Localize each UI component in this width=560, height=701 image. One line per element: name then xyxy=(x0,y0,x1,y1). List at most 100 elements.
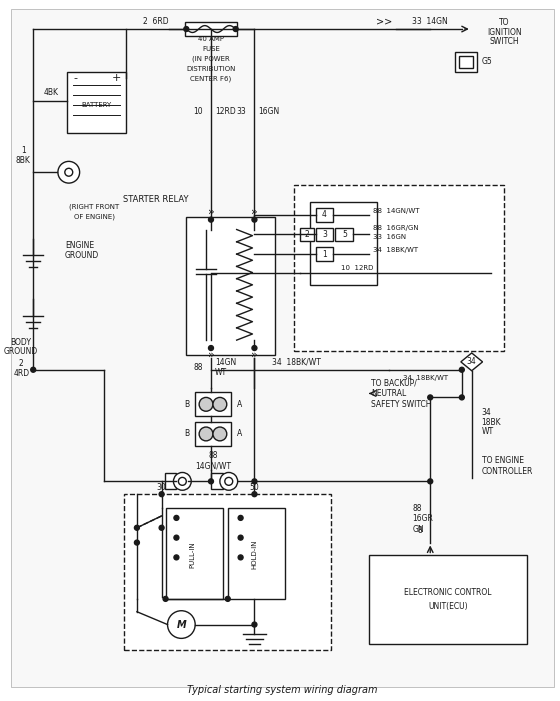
Text: 34  18BK/WT: 34 18BK/WT xyxy=(403,374,448,381)
Bar xyxy=(455,52,477,72)
Text: 5: 5 xyxy=(342,230,347,239)
Circle shape xyxy=(58,161,80,183)
Circle shape xyxy=(233,27,238,32)
Bar xyxy=(316,228,333,241)
Text: 18BK: 18BK xyxy=(482,418,501,427)
Text: 34  18BK/WT: 34 18BK/WT xyxy=(273,358,321,367)
Text: 2: 2 xyxy=(19,360,24,368)
Circle shape xyxy=(252,479,257,484)
Circle shape xyxy=(208,479,213,484)
Text: 50: 50 xyxy=(250,483,259,492)
Text: WT: WT xyxy=(215,368,227,377)
Text: A: A xyxy=(237,400,242,409)
Circle shape xyxy=(252,622,257,627)
Bar xyxy=(310,202,377,285)
Text: 10: 10 xyxy=(193,107,203,116)
Text: (IN POWER: (IN POWER xyxy=(192,55,230,62)
Text: +: + xyxy=(111,74,121,83)
Text: UNIT(ECU): UNIT(ECU) xyxy=(428,602,468,611)
Circle shape xyxy=(31,367,36,372)
Text: »: » xyxy=(208,207,214,217)
Text: 12RD: 12RD xyxy=(215,107,236,116)
Circle shape xyxy=(184,27,189,32)
Text: WT: WT xyxy=(482,428,494,437)
Bar xyxy=(300,228,314,241)
Text: 33  14GN: 33 14GN xyxy=(412,17,448,26)
Text: 88: 88 xyxy=(194,363,203,372)
Bar xyxy=(166,508,223,599)
Circle shape xyxy=(134,525,139,530)
Text: 16GR: 16GR xyxy=(413,515,433,524)
Bar xyxy=(459,55,473,67)
Text: GROUND: GROUND xyxy=(65,251,99,259)
Text: SAFETY SWITCH: SAFETY SWITCH xyxy=(371,400,431,409)
Text: 88  16GR/GN: 88 16GR/GN xyxy=(373,224,418,231)
Text: 2: 2 xyxy=(305,230,309,239)
Text: OF ENGINE): OF ENGINE) xyxy=(74,213,115,220)
Bar xyxy=(369,555,527,644)
Text: 2  6RD: 2 6RD xyxy=(143,17,169,26)
Bar xyxy=(195,422,231,446)
Text: HOLD-IN: HOLD-IN xyxy=(251,540,258,569)
Circle shape xyxy=(174,555,179,560)
Text: GROUND: GROUND xyxy=(3,348,38,357)
Text: 34  18BK/WT: 34 18BK/WT xyxy=(373,247,418,253)
Bar xyxy=(165,473,176,489)
Text: 8: 8 xyxy=(418,526,422,536)
Circle shape xyxy=(199,427,213,441)
Circle shape xyxy=(159,491,164,497)
Text: 4BK: 4BK xyxy=(44,88,58,97)
Text: GN: GN xyxy=(413,525,424,534)
Bar xyxy=(294,185,505,351)
Text: NEUTRAL: NEUTRAL xyxy=(371,389,406,398)
Text: 4RD: 4RD xyxy=(13,369,30,379)
Text: B: B xyxy=(184,400,189,409)
Text: SWITCH: SWITCH xyxy=(489,37,519,46)
Bar xyxy=(335,228,353,241)
Bar xyxy=(228,508,285,599)
Circle shape xyxy=(238,555,243,560)
Text: CENTER F6): CENTER F6) xyxy=(190,75,232,82)
Bar xyxy=(316,247,333,261)
Text: 30: 30 xyxy=(157,483,166,492)
Circle shape xyxy=(220,472,237,490)
Text: BODY: BODY xyxy=(10,338,31,346)
Text: 88  14GN/WT: 88 14GN/WT xyxy=(373,207,419,214)
Text: BATTERY: BATTERY xyxy=(81,102,111,108)
Circle shape xyxy=(459,395,464,400)
Circle shape xyxy=(199,397,213,411)
Bar xyxy=(316,207,333,222)
Text: (RIGHT FRONT: (RIGHT FRONT xyxy=(69,203,120,210)
Text: STARTER RELAY: STARTER RELAY xyxy=(123,196,188,205)
Text: TO BACKUP/: TO BACKUP/ xyxy=(371,378,417,387)
Text: 8BK: 8BK xyxy=(16,156,31,165)
Text: G5: G5 xyxy=(482,57,492,66)
Text: 10  12RD: 10 12RD xyxy=(342,265,374,271)
Circle shape xyxy=(179,477,186,485)
Bar xyxy=(124,494,332,651)
Circle shape xyxy=(174,515,179,520)
Text: 88: 88 xyxy=(208,451,218,460)
Circle shape xyxy=(252,491,257,497)
Circle shape xyxy=(459,367,464,372)
Circle shape xyxy=(159,525,164,530)
Circle shape xyxy=(213,427,227,441)
Circle shape xyxy=(428,395,433,400)
Circle shape xyxy=(238,515,243,520)
Text: 34: 34 xyxy=(482,408,491,416)
Text: 4: 4 xyxy=(322,210,327,219)
Circle shape xyxy=(163,597,168,601)
Circle shape xyxy=(225,477,233,485)
Text: M: M xyxy=(176,620,186,629)
Circle shape xyxy=(428,479,433,484)
Text: >>: >> xyxy=(376,16,392,26)
Text: ELECTRONIC CONTROL: ELECTRONIC CONTROL xyxy=(404,588,492,597)
Bar xyxy=(186,217,275,355)
Circle shape xyxy=(252,346,257,350)
Text: 34: 34 xyxy=(467,358,477,367)
Text: 1: 1 xyxy=(21,146,26,155)
Text: 3: 3 xyxy=(322,230,327,239)
Circle shape xyxy=(208,217,213,222)
Text: TO ENGINE: TO ENGINE xyxy=(482,456,524,465)
Text: Typical starting system wiring diagram: Typical starting system wiring diagram xyxy=(187,685,377,695)
